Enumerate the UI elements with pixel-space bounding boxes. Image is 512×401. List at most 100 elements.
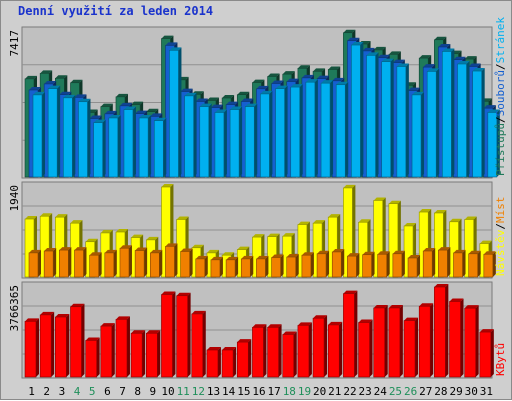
- bar-bottom-0-22-side: [354, 290, 358, 377]
- bar-bottom-0-7-side: [126, 316, 130, 377]
- bar-top-1-3-top: [59, 91, 72, 95]
- bar-top-2-12-top: [199, 103, 212, 107]
- bar-bottom-0-28-side: [445, 284, 449, 377]
- bar-middle-1-19-side: [310, 252, 314, 277]
- bar-bottom-0-14-top: [222, 346, 237, 350]
- bar-top-2-22-top: [351, 42, 364, 46]
- bar-middle-1-9-side: [159, 249, 163, 277]
- bar-middle-1-31-top: [483, 251, 496, 255]
- bar-middle-1-15-side: [250, 255, 254, 277]
- x-tick-4: 4: [74, 385, 81, 398]
- bar-top-2-22: [351, 44, 361, 178]
- bar-top-2-16: [260, 93, 270, 178]
- bar-top-1-31-top: [483, 105, 496, 109]
- bar-middle-1-21-side: [341, 248, 345, 277]
- bar-top-0-15-top: [237, 91, 250, 95]
- bar-middle-1-15-top: [241, 255, 254, 259]
- bar-top-1-18-top: [286, 78, 299, 82]
- bar-top-2-28: [442, 51, 452, 178]
- bar-bottom-0-21-top: [328, 321, 343, 325]
- bar-top-0-14-top: [222, 95, 235, 99]
- bar-top-1-22-top: [347, 37, 360, 41]
- bar-top-0-10-top: [161, 35, 174, 39]
- bar-middle-1-16-side: [265, 255, 269, 277]
- x-tick-11: 11: [177, 385, 190, 398]
- bar-middle-1-25-side: [401, 250, 405, 277]
- bar-top-2-2-top: [48, 85, 61, 89]
- bar-top-2-3: [63, 97, 73, 178]
- bar-top-2-18-side: [299, 84, 303, 177]
- bar-middle-1-2: [43, 250, 54, 278]
- bar-middle-1-1-top: [29, 249, 41, 253]
- bar-bottom-0-16-top: [252, 324, 267, 328]
- bar-top-2-7-top: [123, 106, 136, 110]
- bar-bottom-0-12: [191, 313, 204, 378]
- bar-top-0-28-top: [434, 36, 447, 40]
- ymax-label-bottom: 3766365: [8, 285, 21, 331]
- bar-top-1-21-top: [332, 77, 345, 81]
- bar-bottom-0-23-top: [358, 319, 373, 323]
- bar-bottom-0-2-top: [40, 311, 55, 315]
- bar-bottom-0-25: [388, 307, 401, 378]
- bar-middle-0-15-top: [237, 246, 250, 250]
- bar-top-2-8: [138, 117, 149, 178]
- bar-bottom-0-10-top: [161, 291, 176, 295]
- bar-middle-0-6-top: [100, 229, 113, 233]
- bar-middle-0-18-top: [282, 233, 295, 237]
- bar-top-2-16-side: [269, 90, 273, 177]
- bar-top-2-15-side: [254, 103, 258, 177]
- bar-middle-1-23: [362, 254, 372, 278]
- bar-middle-1-19-top: [301, 252, 314, 256]
- bar-top-2-27-side: [436, 68, 440, 177]
- bar-bottom-0-16: [252, 326, 264, 378]
- bar-middle-1-31-side: [492, 251, 496, 277]
- bar-middle-1-18: [286, 256, 297, 278]
- bar-top-2-5: [93, 122, 103, 178]
- bar-top-1-8-top: [135, 110, 148, 114]
- bar-top-2-20-side: [330, 80, 334, 177]
- bar-middle-1-22: [347, 255, 357, 278]
- bar-top-1-7-top: [119, 102, 132, 106]
- bar-middle-1-7: [119, 247, 130, 278]
- bar-middle-1-28: [438, 249, 448, 278]
- bar-middle-1-2-top: [44, 248, 57, 252]
- bar-middle-0-12-top: [191, 244, 204, 248]
- bar-top-2-1-side: [42, 91, 45, 177]
- bar-middle-1-14: [225, 259, 236, 278]
- bar-top-2-21: [335, 84, 346, 178]
- bar-middle-1-16: [256, 258, 266, 278]
- bar-top-2-18-top: [290, 84, 303, 88]
- chart-title: Denní využití za leden 2014: [18, 4, 214, 18]
- bar-middle-0-5-top: [85, 238, 98, 242]
- bar-middle-0-3-top: [55, 214, 68, 218]
- bar-bottom-0-20: [312, 317, 325, 378]
- bar-middle-1-10: [165, 246, 175, 278]
- bar-top-1-5-top: [89, 115, 102, 119]
- bar-top-2-31: [487, 112, 498, 178]
- bar-top-1-24-top: [377, 54, 390, 58]
- bar-bottom-0-3-side: [66, 314, 70, 377]
- x-tick-3: 3: [59, 385, 66, 398]
- bar-bottom-0-25-top: [388, 304, 403, 308]
- bar-bottom-0-13: [206, 349, 219, 378]
- bar-top-2-31-side: [496, 109, 500, 177]
- bar-bottom-0-17-side: [278, 324, 282, 377]
- bar-top-2-4: [78, 101, 88, 178]
- x-tick-31: 31: [480, 385, 493, 398]
- bar-top-0-30-top: [464, 56, 477, 60]
- bar-bottom-0-4: [70, 306, 82, 378]
- bar-middle-1-12: [195, 258, 206, 278]
- bar-top-2-13: [214, 112, 225, 178]
- x-tick-12: 12: [192, 385, 205, 398]
- bar-middle-0-14-top: [222, 252, 235, 256]
- bar-bottom-0-15-side: [248, 339, 252, 377]
- bar-top-2-26-top: [412, 91, 425, 95]
- bar-middle-1-4-side: [83, 247, 87, 277]
- bar-top-2-22-side: [360, 42, 364, 177]
- x-tick-16: 16: [252, 385, 265, 398]
- bar-top-1-23-top: [362, 47, 375, 51]
- x-tick-24: 24: [374, 385, 388, 398]
- bar-middle-1-12-side: [204, 255, 208, 277]
- bar-middle-0-31-top: [479, 240, 492, 244]
- bar-top-2-7: [123, 109, 134, 178]
